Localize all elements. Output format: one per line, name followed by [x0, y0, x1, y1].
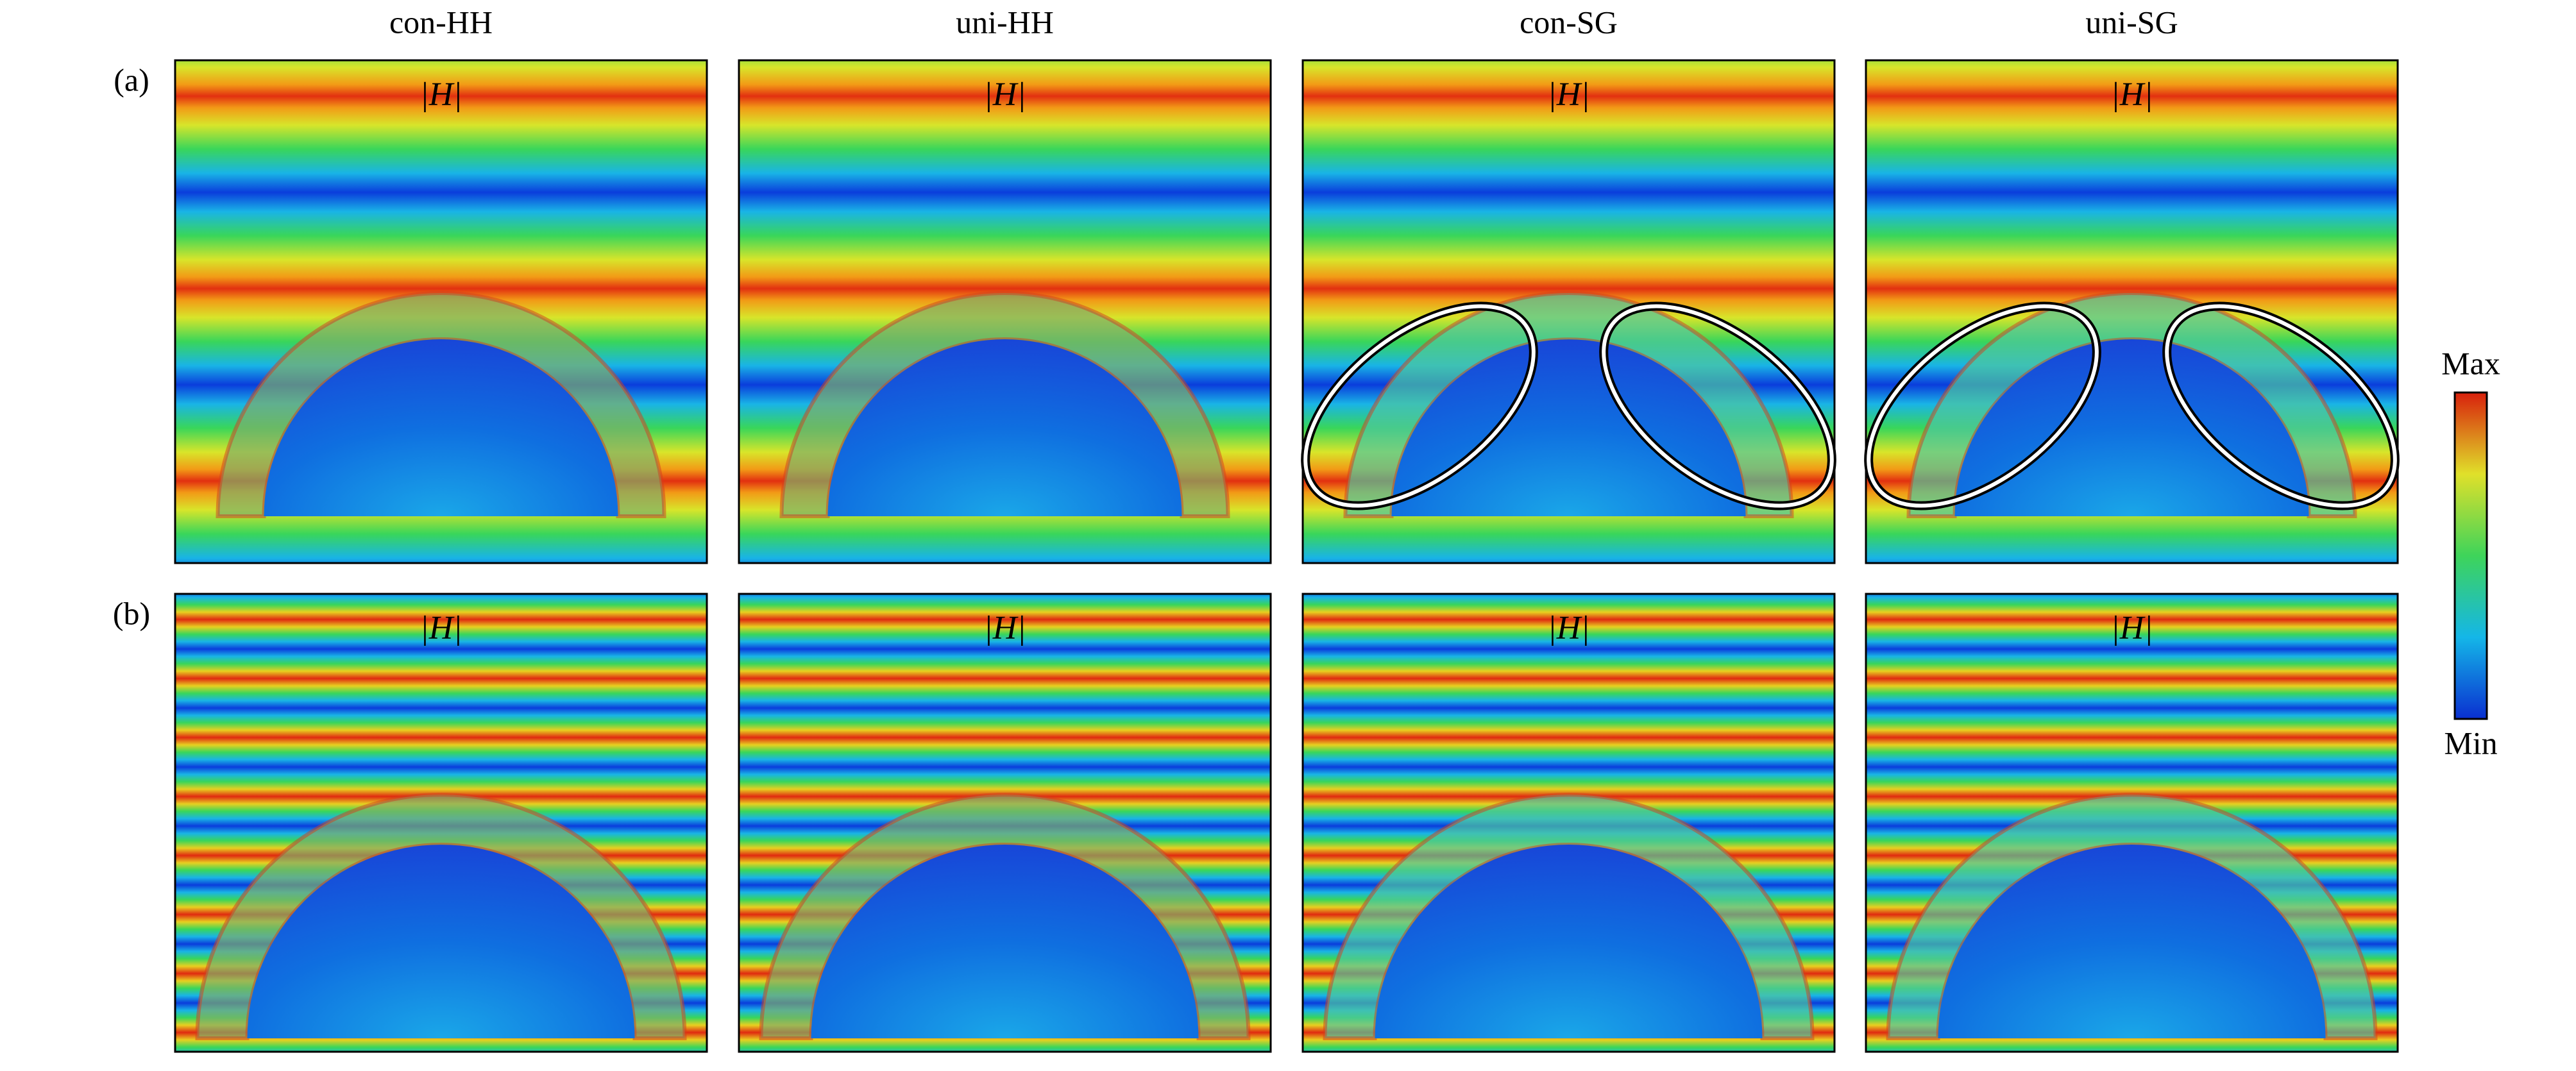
dome [827, 339, 1182, 516]
field-panel: |H| [1303, 594, 1835, 1052]
field-label: |H| [419, 76, 462, 113]
dome [1954, 339, 2309, 516]
shell [195, 793, 687, 1040]
highlight-ellipse-inner [1867, 304, 2099, 508]
panel-border [1865, 593, 2399, 1053]
dome [1375, 845, 1763, 1038]
dome [1938, 845, 2326, 1038]
panel-border [738, 593, 1272, 1053]
dome [1391, 339, 1746, 516]
colorbar [2453, 391, 2488, 720]
field-panel: |H| [1866, 60, 2398, 563]
field-label: |H| [983, 76, 1026, 113]
column-title: uni-HH [956, 4, 1054, 40]
dome [264, 339, 618, 516]
panel-border [1865, 59, 2399, 564]
column-title: uni-SG [2085, 4, 2178, 40]
field-label: |H| [419, 610, 462, 646]
field-label: |H| [1547, 76, 1589, 113]
panel-border [1301, 59, 1836, 564]
column-title: con-HH [389, 4, 493, 40]
panel-border [174, 593, 708, 1053]
panel-border [738, 59, 1272, 564]
highlight-ellipse-inner [1602, 304, 1834, 508]
highlight-ellipse-inner [2165, 304, 2397, 508]
field-label: |H| [983, 610, 1026, 646]
highlight-ellipse-inner [1303, 304, 1536, 508]
column-title: con-SG [1520, 4, 1618, 40]
field-label: |H| [2110, 610, 2153, 646]
row-label: (a) [114, 62, 149, 97]
panel-border [1301, 593, 1836, 1053]
colorbar-min: Min [2444, 725, 2497, 761]
dome [247, 845, 635, 1038]
panel-border [174, 59, 708, 564]
field-panel: |H| [175, 60, 707, 563]
row-label: (b) [113, 595, 150, 631]
dome [811, 845, 1199, 1038]
field-panel: |H| [1866, 594, 2398, 1052]
field-label: |H| [2110, 76, 2153, 113]
field-panel: |H| [739, 60, 1271, 563]
field-panel: |H| [1303, 60, 1835, 563]
field-label: |H| [1547, 610, 1589, 646]
shell [1343, 291, 1794, 518]
field-panel: |H| [739, 594, 1271, 1052]
field-panel: |H| [175, 594, 707, 1052]
colorbar-max: Max [2441, 345, 2500, 381]
